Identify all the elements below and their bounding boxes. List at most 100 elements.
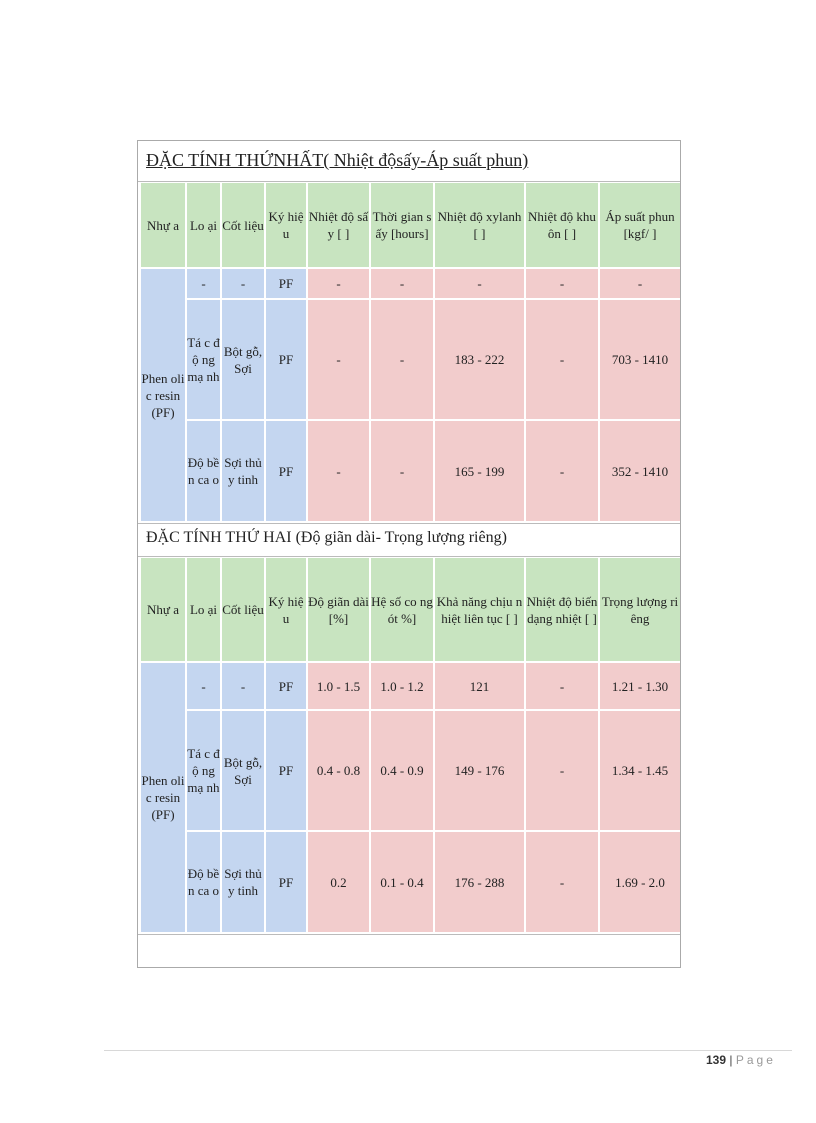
header-cell-symbol-text: Ký hiệu — [268, 209, 304, 241]
row3-v2-text: 0.1 - 0.4 — [380, 874, 424, 890]
row2-v1-text: 0.4 - 0.8 — [316, 763, 361, 778]
row2-type: Tá c độ ng mạ nh — [187, 300, 220, 419]
row1-symbol-text: PF — [278, 678, 294, 694]
row3-v4-text: - — [559, 463, 565, 479]
header-cell-v3: Nhiệt độ xylanh [ ] — [435, 183, 524, 267]
row1-v4: - — [526, 269, 598, 298]
row3-v1-text: 0.2 — [330, 874, 347, 890]
row1-v3: 121 — [435, 663, 524, 709]
row2-v2-text: 0.4 - 0.9 — [380, 763, 424, 778]
row2-v1-text: - — [336, 352, 341, 367]
row1-filler: - — [222, 663, 264, 709]
header-cell-v2-text: Thời gian sấy [hours] — [372, 209, 432, 241]
row1-v1: 1.0 - 1.5 — [308, 663, 369, 709]
header-cell-v1-text: Độ giãn dài [%] — [308, 593, 369, 626]
document-frame: ĐẶC TÍNH THỨNHẤT( Nhiệt độsấy-Áp suất ph… — [137, 140, 681, 968]
resin-label: Phen olic resin (PF) — [141, 663, 185, 932]
row3-filler: Sợi thủy tinh — [222, 421, 264, 521]
row2-v3-text: 149 - 176 — [454, 763, 505, 778]
header-cell-v4: Nhiệt độ biến dạng nhiệt [ ] — [526, 558, 598, 661]
row1-v2: - — [371, 269, 433, 298]
header-cell-resin-text: Nhự a — [147, 217, 179, 233]
header-cell-v3: Khả năng chịu nhiệt liên tục [ ] — [435, 558, 524, 661]
header-cell-v1: Nhiệt độ sấy [ ] — [308, 183, 369, 267]
row2-v5: 703 - 1410 — [600, 300, 680, 419]
row3-type: Độ bề n ca o — [187, 832, 220, 932]
section1-title: ĐẶC TÍNH THỨNHẤT( Nhiệt độsấy-Áp suất ph… — [146, 150, 529, 170]
row1-v4-text: - — [559, 276, 565, 291]
header-cell-v1-text: Nhiệt độ sấy [ ] — [308, 209, 369, 241]
row3-v2: 0.1 - 0.4 — [371, 832, 433, 932]
row3-filler: Sợi thủy tinh — [222, 832, 264, 932]
row2-type-text: Tá c độ ng mạ nh — [187, 746, 220, 795]
header-cell-resin: Nhự a — [141, 558, 185, 661]
row3-v4: - — [526, 832, 598, 932]
header-cell-v2: Thời gian sấy [hours] — [371, 183, 433, 267]
row3-type-text: Độ bề n ca o — [187, 455, 220, 487]
header-cell-v2: Hệ số co ngót %] — [371, 558, 433, 661]
row2-v4-text: - — [559, 763, 565, 778]
page-label: Page — [735, 1053, 776, 1067]
row1-type: - — [187, 663, 220, 709]
divider — [138, 556, 680, 557]
row2-v3-text: 183 - 222 — [454, 352, 505, 367]
row1-v5: - — [600, 269, 680, 298]
divider — [138, 181, 680, 182]
divider — [138, 523, 680, 524]
row3-symbol: PF — [266, 832, 306, 932]
row1-filler-text: - — [240, 276, 246, 291]
resin-label-text: Phen olic resin (PF) — [141, 773, 185, 822]
row2-filler-text: Bột gỗ, Sợi — [223, 343, 263, 376]
header-cell-v3-text: Khả năng chịu nhiệt liên tục [ ] — [436, 593, 523, 626]
section2-title: ĐẶC TÍNH THỨ HAI (Độ giãn dài- Trọng lượ… — [146, 529, 507, 546]
row1-type: - — [187, 269, 220, 298]
page-separator: | — [729, 1053, 733, 1067]
header-cell-v4: Nhiệt độ khuôn [ ] — [526, 183, 598, 267]
row1-type-text: - — [201, 276, 206, 291]
row3-filler-text: Sợi thủy tinh — [224, 455, 262, 487]
row3-type: Độ bề n ca o — [187, 421, 220, 521]
page-number: 139 — [706, 1053, 727, 1067]
row3-v5: 352 - 1410 — [600, 421, 680, 521]
header-cell-symbol: Ký hiệu — [266, 183, 306, 267]
row1-v2-text: 1.0 - 1.2 — [380, 678, 424, 694]
row1-symbol: PF — [266, 269, 306, 298]
row2-v4-text: - — [559, 352, 565, 367]
row3-v1-text: - — [336, 463, 341, 479]
row3-v4: - — [526, 421, 598, 521]
row1-v1-text: - — [336, 276, 341, 291]
row2-v1: - — [308, 300, 369, 419]
header-cell-v5-text: Áp suất phun [kgf/ ] — [605, 209, 675, 241]
row1-v5: 1.21 - 1.30 — [600, 663, 680, 709]
row1-v5-text: 1.21 - 1.30 — [611, 678, 669, 694]
header-cell-type-text: Lo ại — [189, 217, 218, 233]
row1-v4: - — [526, 663, 598, 709]
row1-type-text: - — [201, 678, 206, 694]
row3-symbol-text: PF — [278, 463, 294, 479]
row2-type-text: Tá c độ ng mạ nh — [187, 335, 220, 384]
row2-v2-text: - — [399, 352, 405, 367]
header-cell-v1: Độ giãn dài [%] — [308, 558, 369, 661]
row3-symbol-text: PF — [278, 874, 294, 890]
header-cell-resin-text: Nhự a — [147, 602, 179, 617]
row2-v5-text: 1.34 - 1.45 — [611, 763, 669, 778]
row1-v1: - — [308, 269, 369, 298]
row3-v5-text: 352 - 1410 — [611, 463, 669, 479]
row2-v2: 0.4 - 0.9 — [371, 711, 433, 830]
row1-filler: - — [222, 269, 264, 298]
resin-label: Phen olic resin (PF) — [141, 269, 185, 521]
row2-v4: - — [526, 300, 598, 419]
row1-symbol-text: PF — [278, 276, 294, 291]
row3-v3-text: 165 - 199 — [454, 463, 505, 479]
row2-filler-text: Bột gỗ, Sợi — [223, 754, 263, 787]
header-cell-type: Lo ại — [187, 183, 220, 267]
header-cell-v4-text: Nhiệt độ biến dạng nhiệt [ ] — [526, 593, 598, 626]
row3-v3: 165 - 199 — [435, 421, 524, 521]
header-cell-filler-text: Cốt liệu — [222, 602, 264, 617]
row3-v5: 1.69 - 2.0 — [600, 832, 680, 932]
header-cell-type-text: Lo ại — [189, 602, 218, 617]
header-cell-symbol: Ký hiệu — [266, 558, 306, 661]
row3-v2: - — [371, 421, 433, 521]
header-cell-v4-text: Nhiệt độ khuôn [ ] — [528, 209, 596, 241]
resin-label-text: Phen olic resin (PF) — [141, 370, 185, 420]
